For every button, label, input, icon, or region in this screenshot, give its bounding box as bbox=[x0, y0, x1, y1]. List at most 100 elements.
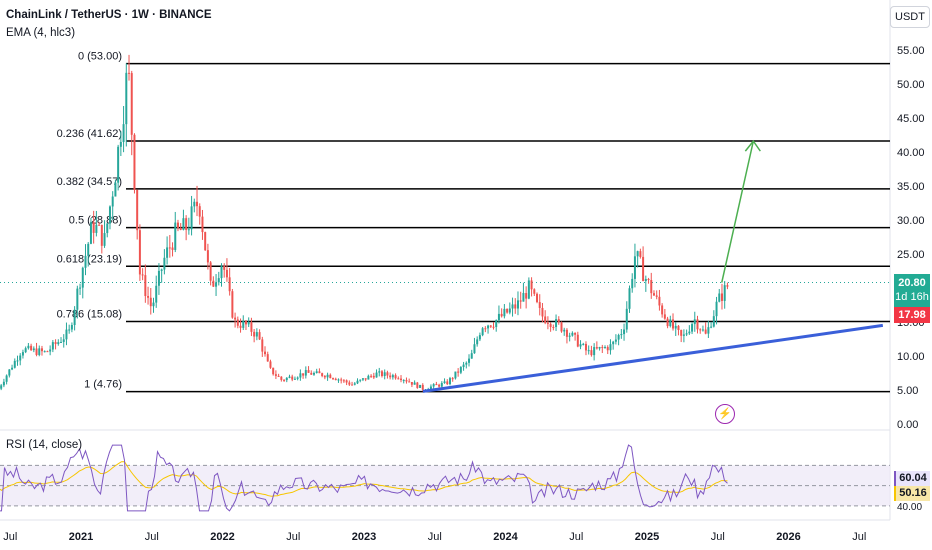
candle-body bbox=[152, 302, 155, 307]
candle-body bbox=[538, 302, 541, 308]
x-tick-label: 2024 bbox=[493, 531, 518, 543]
candle-body bbox=[95, 224, 98, 233]
candle-body bbox=[242, 321, 245, 328]
candle-body bbox=[435, 384, 438, 386]
fib-level-label: 0 (53.00) bbox=[78, 51, 122, 63]
candle-body bbox=[315, 371, 318, 373]
flash-icon[interactable]: ⚡ bbox=[715, 404, 735, 424]
candle-body bbox=[468, 358, 471, 363]
candle-body bbox=[612, 341, 615, 345]
candle-body bbox=[182, 218, 185, 230]
candle-body bbox=[457, 371, 460, 373]
candle-body bbox=[606, 347, 609, 351]
candle-body bbox=[536, 293, 539, 303]
candle-body bbox=[691, 324, 694, 332]
candle-body bbox=[318, 371, 321, 374]
candle-body bbox=[723, 285, 726, 301]
candle-body bbox=[253, 331, 256, 337]
candle-body bbox=[27, 345, 30, 349]
candle-body bbox=[342, 380, 345, 382]
candle-body bbox=[647, 278, 650, 281]
candle-body bbox=[701, 329, 704, 331]
candle-body bbox=[617, 335, 620, 340]
candle-body bbox=[525, 293, 528, 299]
currency-unit-button[interactable]: USDT bbox=[890, 6, 930, 28]
y-tick-label: 0.00 bbox=[897, 419, 918, 431]
candle-body bbox=[212, 280, 215, 287]
support-trendline bbox=[422, 323, 884, 393]
candle-body bbox=[367, 375, 370, 380]
candle-body bbox=[147, 296, 150, 298]
candle-body bbox=[484, 328, 487, 330]
candle-body bbox=[264, 351, 267, 355]
candle-body bbox=[552, 326, 555, 328]
candle-body bbox=[81, 267, 84, 288]
candle-body bbox=[204, 232, 207, 251]
candle-body bbox=[650, 280, 653, 294]
candle-body bbox=[440, 383, 443, 387]
candle-body bbox=[62, 339, 65, 342]
candle-body bbox=[304, 370, 307, 376]
candle-body bbox=[193, 201, 196, 207]
candle-body bbox=[500, 313, 503, 317]
ema-indicator-label[interactable]: EMA (4, hlc3) bbox=[6, 27, 76, 39]
candle-body bbox=[326, 374, 329, 378]
candle-body bbox=[345, 380, 348, 383]
candle-body bbox=[103, 233, 106, 246]
candle-body bbox=[516, 300, 519, 309]
candle-body bbox=[38, 348, 41, 355]
candle-body bbox=[106, 223, 109, 234]
candle-body bbox=[228, 277, 231, 292]
candle-body bbox=[13, 360, 16, 368]
candle-body bbox=[639, 251, 642, 257]
candle-body bbox=[340, 379, 343, 381]
candle-body bbox=[5, 375, 8, 382]
symbol-title[interactable]: ChainLink / TetherUS · 1W · BINANCE bbox=[6, 9, 212, 21]
y-tick-label: 30.00 bbox=[897, 215, 925, 227]
candle-body bbox=[519, 300, 522, 302]
candle-body bbox=[209, 262, 212, 281]
candle-body bbox=[35, 348, 38, 355]
candle-body bbox=[19, 355, 22, 361]
x-tick-label: 2022 bbox=[210, 531, 234, 543]
candle-body bbox=[247, 322, 250, 325]
candle-body bbox=[699, 329, 702, 331]
candle-body bbox=[394, 375, 397, 379]
candle-body bbox=[454, 371, 457, 379]
fib-level-label: 0.786 (15.08) bbox=[57, 308, 122, 320]
candle-body bbox=[234, 317, 237, 320]
candle-body bbox=[715, 301, 718, 317]
candle-body bbox=[663, 314, 666, 319]
candle-body bbox=[79, 287, 82, 289]
candle-body bbox=[353, 383, 356, 385]
candle-body bbox=[348, 382, 351, 385]
candle-body bbox=[323, 375, 326, 378]
candle-body bbox=[595, 347, 598, 349]
rsi-indicator-label[interactable]: RSI (14, close) bbox=[6, 439, 83, 451]
last-price-tag: 20.80 1d 16h bbox=[894, 274, 930, 311]
candle-body bbox=[299, 373, 302, 378]
candle-body bbox=[100, 224, 103, 246]
candle-body bbox=[508, 308, 511, 313]
candle-body bbox=[677, 325, 680, 331]
candle-body bbox=[168, 247, 171, 249]
candle-body bbox=[136, 189, 139, 231]
candle-body bbox=[658, 296, 661, 306]
candle-body bbox=[272, 367, 275, 375]
candle-body bbox=[555, 319, 558, 328]
candle-body bbox=[166, 247, 169, 258]
candle-body bbox=[568, 335, 571, 337]
candle-body bbox=[196, 201, 199, 207]
candle-body bbox=[149, 297, 152, 307]
candle-body bbox=[533, 289, 536, 294]
candle-body bbox=[674, 325, 677, 329]
candle-body bbox=[0, 385, 3, 389]
candle-body bbox=[223, 266, 226, 270]
candle-body bbox=[576, 334, 579, 347]
y-tick-label: 50.00 bbox=[897, 79, 925, 91]
candle-body bbox=[652, 293, 655, 296]
candle-body bbox=[119, 141, 122, 147]
candle-body bbox=[408, 381, 411, 383]
candle-body bbox=[476, 339, 479, 345]
